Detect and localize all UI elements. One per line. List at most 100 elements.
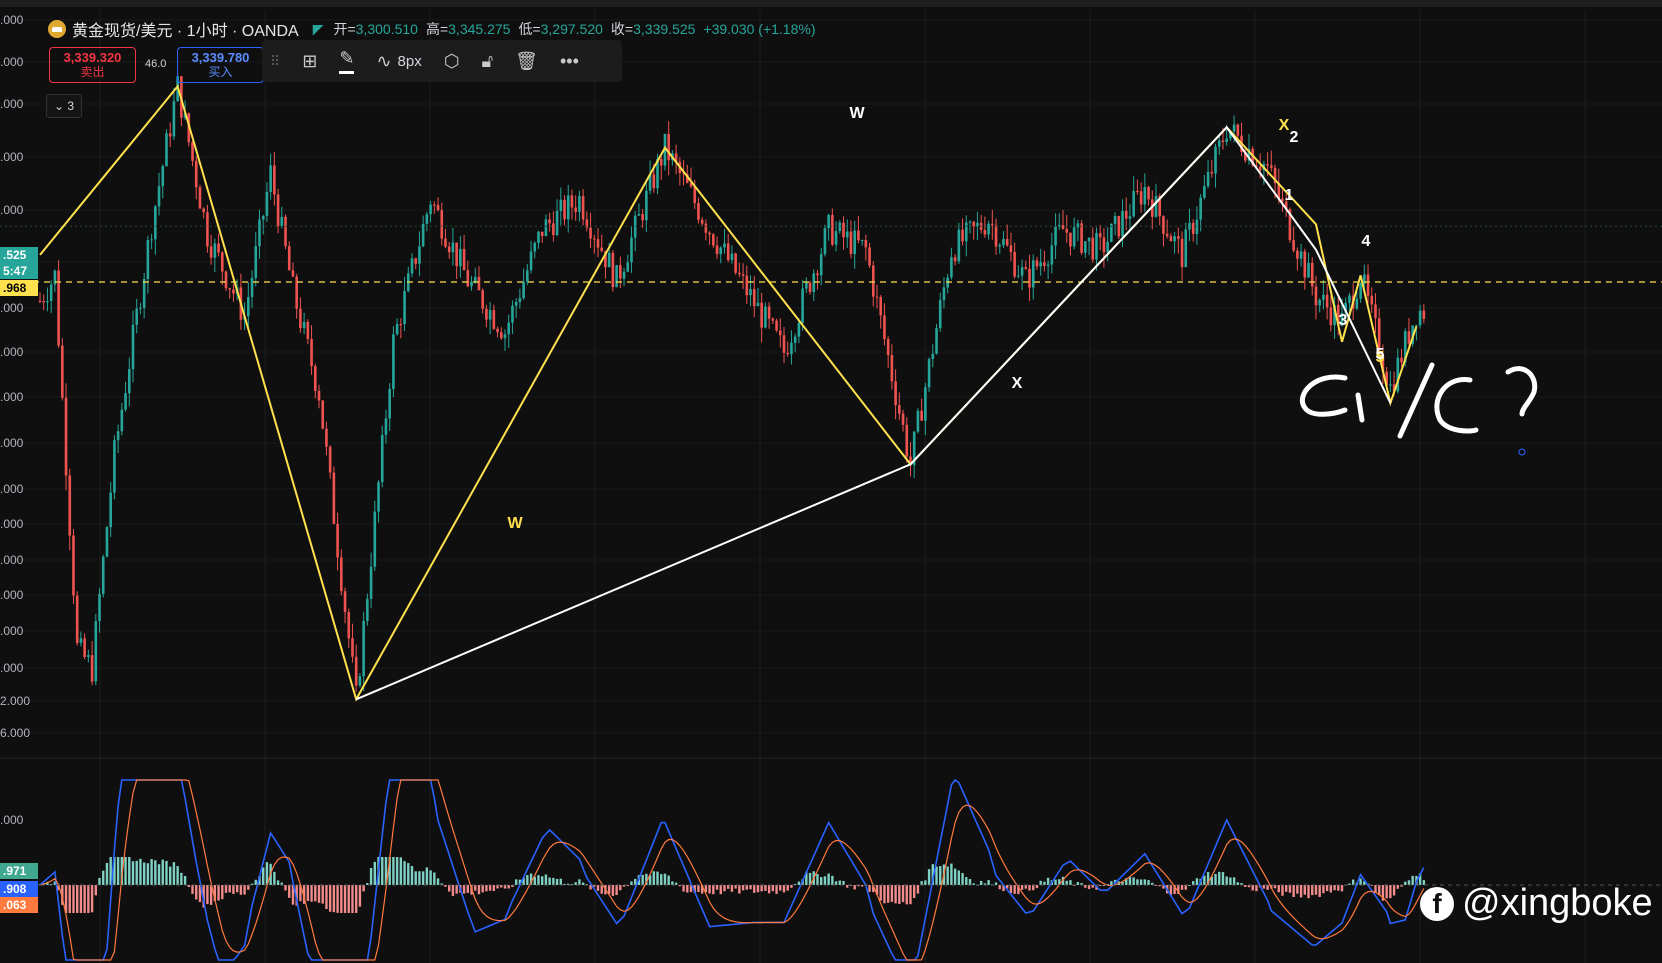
candle-body xyxy=(857,230,860,241)
candle-body xyxy=(336,523,339,558)
candle-body xyxy=(712,234,715,246)
candle-body xyxy=(142,278,146,308)
candle-body xyxy=(998,245,1002,247)
histogram-bar xyxy=(1307,885,1310,899)
candle-body xyxy=(552,223,555,236)
flag-icon[interactable]: ◤ xyxy=(312,20,324,37)
histogram-bar xyxy=(693,885,696,893)
candle-body xyxy=(105,527,109,557)
candle-body xyxy=(384,418,388,435)
candle-body xyxy=(898,405,901,414)
histogram-bar xyxy=(905,885,908,905)
histogram-bar xyxy=(154,860,157,885)
candle-body xyxy=(645,190,648,221)
candle-body xyxy=(455,242,458,267)
histogram-bar xyxy=(381,857,384,885)
candle-body xyxy=(68,475,72,536)
drag-handle-icon[interactable]: ⠿ xyxy=(270,52,281,69)
histogram-bar xyxy=(1404,881,1407,885)
anchor-point xyxy=(1518,448,1526,456)
candle-body xyxy=(1117,216,1121,237)
candle-body xyxy=(317,390,321,401)
candle-body xyxy=(206,212,209,247)
histogram-bar xyxy=(94,885,97,896)
histogram-bar xyxy=(879,885,882,901)
histogram-bar xyxy=(1099,885,1102,886)
symbol-title[interactable]: 黄金现货/美元 · 1小时 · OANDA xyxy=(72,23,299,40)
histogram-bar xyxy=(872,885,875,893)
price-axis-label: .000 xyxy=(0,588,24,602)
candle-body xyxy=(1005,238,1009,246)
candle-body xyxy=(46,301,49,303)
histogram-bar xyxy=(250,883,254,885)
candle-body xyxy=(1348,295,1351,303)
candle-body xyxy=(101,556,105,594)
histogram-bar xyxy=(846,885,849,888)
candle-body xyxy=(1396,357,1400,392)
candle-body xyxy=(1385,371,1388,386)
histogram-bar xyxy=(983,883,987,885)
histogram-bar xyxy=(433,872,436,885)
histogram-bar xyxy=(109,857,112,885)
histogram-bar xyxy=(1158,885,1161,887)
lock-icon[interactable]: 🔓︎ xyxy=(481,50,494,71)
candle-body xyxy=(715,245,719,255)
spread-value: 46.0 xyxy=(145,58,167,70)
candle-body xyxy=(559,199,563,211)
candle-body xyxy=(1340,312,1344,326)
more-icon[interactable]: ••• xyxy=(559,50,579,71)
sell-button[interactable]: 3,339.320 卖出 xyxy=(49,47,136,83)
candle-body xyxy=(213,243,217,258)
candle-body xyxy=(1322,294,1325,300)
histogram-bar xyxy=(1195,878,1199,885)
candle-body xyxy=(1333,304,1336,326)
candle-body xyxy=(146,239,150,279)
histogram-bar xyxy=(1128,877,1132,885)
candle-body xyxy=(135,308,139,325)
candle-body xyxy=(566,195,570,220)
histogram-bar xyxy=(1054,879,1057,885)
candle-body xyxy=(64,397,68,476)
candle-body xyxy=(622,271,626,279)
trash-icon[interactable]: 🗑︎ xyxy=(515,50,538,71)
candle-body xyxy=(258,219,261,247)
histogram-bar xyxy=(886,885,890,903)
candle-body xyxy=(938,300,942,329)
price-axis-label: .000 xyxy=(0,553,24,567)
candle-body xyxy=(823,228,827,255)
candle-body xyxy=(637,214,641,216)
histogram-bar xyxy=(753,885,756,893)
candle-body xyxy=(723,243,726,248)
pen-icon[interactable]: ✎ xyxy=(339,48,355,74)
candle-body xyxy=(414,258,418,264)
candle-body xyxy=(1043,262,1046,266)
histogram-bar xyxy=(738,885,741,894)
candle-body xyxy=(983,229,987,235)
candle-body xyxy=(399,324,403,326)
candle-body xyxy=(1255,165,1258,167)
drawings-collapse-button[interactable]: ⌄ 3 xyxy=(46,94,82,118)
signal-line xyxy=(39,779,1425,961)
buy-button[interactable]: 3,339.780 买入 xyxy=(177,47,264,83)
candle-body xyxy=(611,252,615,288)
histogram-bar xyxy=(756,885,760,893)
candle-body xyxy=(276,194,280,227)
candle-body xyxy=(1403,331,1407,363)
wave-label: W xyxy=(507,515,523,532)
histogram-bar xyxy=(299,885,302,902)
candle-body xyxy=(860,239,864,241)
candle-body xyxy=(72,535,75,596)
histogram-bar xyxy=(834,881,838,885)
candle-body xyxy=(392,334,395,390)
histogram-bar xyxy=(503,885,507,889)
line-style-icon[interactable]: ∿ 8px xyxy=(376,50,422,71)
gold-logo-icon xyxy=(48,20,66,38)
histogram-bar xyxy=(98,877,101,885)
settings-icon[interactable]: ⬡ xyxy=(443,50,460,71)
template-icon[interactable]: ⊞ xyxy=(302,50,318,71)
candle-body xyxy=(492,310,496,329)
histogram-bar xyxy=(1396,885,1399,889)
candle-body xyxy=(1344,302,1348,313)
histogram-bar xyxy=(254,879,257,885)
